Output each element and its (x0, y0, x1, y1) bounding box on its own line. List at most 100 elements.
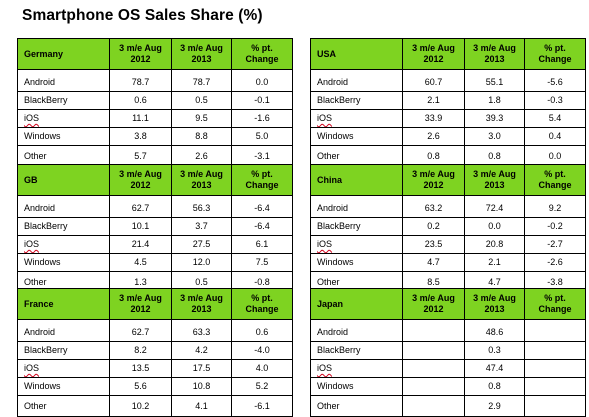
value-cell: 78.7 (109, 69, 172, 92)
value-cell: 0.3 (464, 341, 525, 360)
os-name: BlackBerry (317, 221, 361, 231)
cell-value: 5.2 (255, 381, 269, 391)
column-header: % pt. Change (524, 288, 586, 320)
cell-value: 63.2 (424, 203, 443, 213)
table-row: Android 63.2 72.4 9.2 (310, 195, 586, 218)
sales-table-germany: Germany 3 m/e Aug 2012 3 m/e Aug 2013% pt. Ch… (17, 38, 293, 167)
column-header: % pt. Change (231, 164, 293, 196)
os-name: Windows (24, 381, 61, 391)
os-name: Android (24, 327, 56, 337)
value-cell: 55.1 (464, 69, 525, 92)
value-cell: 21.4 (109, 235, 172, 254)
value-cell (402, 319, 465, 342)
cell-value: 1.3 (134, 276, 147, 287)
cell-value: 0.3 (488, 345, 501, 355)
cell-value: 48.6 (485, 327, 504, 337)
os-name: iOS (24, 363, 40, 373)
value-cell: 5.0 (231, 127, 293, 146)
value-cell: -6.4 (231, 195, 293, 218)
value-cell: 2.6 (402, 127, 465, 146)
value-cell: 78.7 (171, 69, 232, 92)
table-row: iOS 33.9 39.3 5.4 (310, 109, 586, 128)
cell-value: 0.5 (195, 276, 208, 287)
cell-value: 72.4 (485, 203, 504, 213)
cell-value: 62.7 (131, 327, 150, 337)
column-header: 3 m/e Aug 2012 (402, 288, 465, 320)
value-cell: 0.2 (402, 217, 465, 236)
cell-value: 13.5 (131, 363, 150, 373)
os-name-cell: iOS (310, 359, 403, 378)
value-cell (402, 341, 465, 360)
cell-value: 7.5 (255, 257, 269, 267)
value-cell: 5.6 (109, 377, 172, 396)
os-name-cell: Android (17, 69, 110, 92)
os-name-cell: Android (17, 319, 110, 342)
cell-value: 0.8 (488, 381, 501, 391)
cell-value: 10.8 (192, 381, 211, 391)
os-name-cell: Android (310, 195, 403, 218)
value-cell: 2.1 (402, 91, 465, 110)
table-row: BlackBerry 0.2 0.0 -0.2 (310, 217, 586, 236)
table-row: iOS 11.1 9.5 -1.6 (17, 109, 293, 128)
cell-value: -6.4 (254, 203, 270, 213)
cell-value: 39.3 (485, 113, 504, 123)
os-name: Android (317, 77, 349, 87)
cell-value: 4.5 (134, 257, 147, 267)
cell-value: 60.7 (424, 77, 443, 87)
value-cell: 3.7 (171, 217, 232, 236)
cell-value: 0.8 (427, 150, 440, 161)
os-name-cell: Windows (310, 377, 403, 396)
cell-value: 4.0 (255, 363, 269, 373)
value-cell: 72.4 (464, 195, 525, 218)
os-name: Other (24, 276, 47, 287)
value-cell: 23.5 (402, 235, 465, 254)
cell-value: 0.0 (548, 150, 562, 161)
column-header: 3 m/e Aug 2013 (171, 38, 232, 70)
cell-value: 0.5 (195, 95, 208, 105)
column-header: % pt. Change (524, 164, 586, 196)
value-cell: -2.6 (524, 253, 586, 272)
table-row: Other 1.3 0.5 -0.8 (17, 271, 293, 293)
table-row: Windows 5.6 10.8 5.2 (17, 377, 293, 396)
column-header: % pt. Change (524, 38, 586, 70)
value-cell: 4.7 (402, 253, 465, 272)
cell-value: -3.8 (547, 276, 563, 287)
table-header-row: Germany 3 m/e Aug 2012 3 m/e Aug 2013% pt. Ch… (17, 38, 293, 70)
cell-value: 56.3 (192, 203, 211, 213)
cell-value: 10.2 (131, 400, 150, 411)
cell-value: 78.7 (131, 77, 150, 87)
value-cell: 2.9 (464, 395, 525, 417)
value-cell: 63.2 (402, 195, 465, 218)
os-name: iOS (317, 363, 333, 373)
table-row: iOS 47.4 (310, 359, 586, 378)
table-row: BlackBerry 10.1 3.7 -6.4 (17, 217, 293, 236)
os-name: Android (317, 203, 349, 213)
cell-value: 0.0 (488, 221, 501, 231)
cell-value: 4.1 (195, 400, 208, 411)
cell-value: 0.0 (255, 77, 269, 87)
value-cell: 10.2 (109, 395, 172, 417)
value-cell: 2.1 (464, 253, 525, 272)
cell-value: 2.1 (427, 95, 440, 105)
value-cell: -5.6 (524, 69, 586, 92)
os-name: Windows (317, 381, 354, 391)
table-header-row: GB 3 m/e Aug 2012 3 m/e Aug 2013% pt. Change (17, 164, 293, 196)
value-cell: 0.5 (171, 91, 232, 110)
value-cell: 9.5 (171, 109, 232, 128)
cell-value: 9.5 (195, 113, 208, 123)
sales-table-france: France 3 m/e Aug 2012 3 m/e Aug 2013% pt. Cha… (17, 288, 293, 417)
value-cell: 39.3 (464, 109, 525, 128)
table-header-row: USA 3 m/e Aug 2012 3 m/e Aug 2013% pt. Change (310, 38, 586, 70)
value-cell: 20.8 (464, 235, 525, 254)
cell-value: 5.4 (548, 113, 562, 123)
cell-value: -2.7 (547, 239, 563, 249)
table-row: Other 5.7 2.6 -3.1 (17, 145, 293, 167)
cell-value: 5.0 (255, 131, 269, 141)
table-row: Windows 4.5 12.0 7.5 (17, 253, 293, 272)
os-name-cell: BlackBerry (17, 217, 110, 236)
os-name: iOS (317, 239, 333, 249)
cell-value: 0.4 (548, 131, 562, 141)
value-cell: 0.6 (109, 91, 172, 110)
column-header: % pt. Change (231, 288, 293, 320)
column-header: 3 m/e Aug 2012 (109, 38, 172, 70)
